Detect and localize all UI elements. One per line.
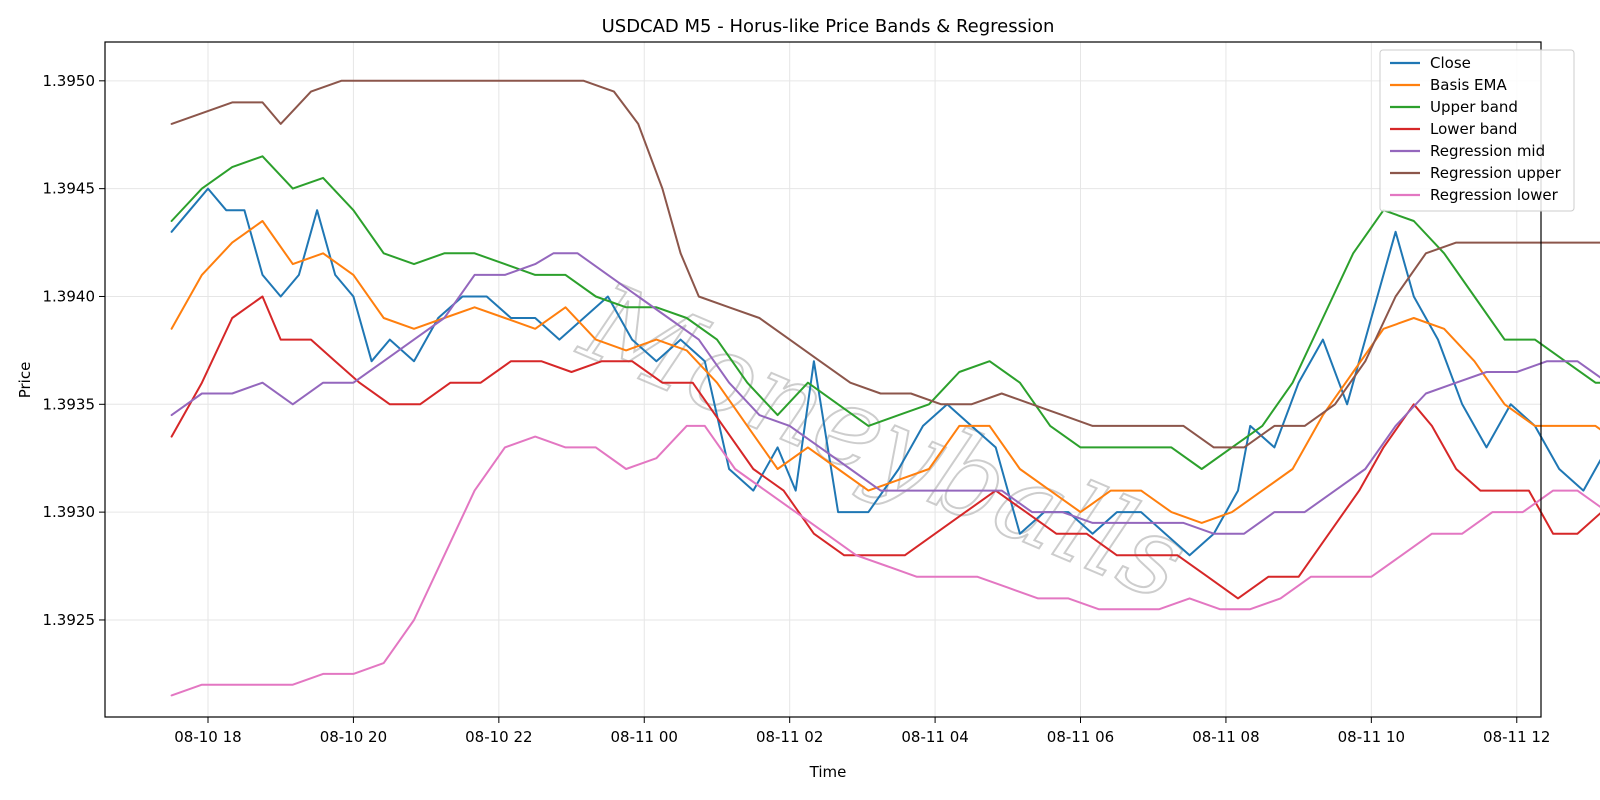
legend-label-reg-lower: Regression lower: [1430, 186, 1559, 204]
x-tick-label: 08-10 18: [174, 728, 241, 746]
y-axis-ticks: 1.3925 1.3930 1.3935 1.3940 1.3945 1.3950: [43, 72, 105, 629]
series-lines: [170, 79, 1600, 697]
y-tick-label: 1.3925: [43, 611, 96, 629]
series-line-reg-upper: [170, 79, 1600, 449]
plot-frame: [104, 41, 1542, 718]
x-tick-label: 08-11 02: [756, 728, 823, 746]
y-tick-label: 1.3950: [43, 72, 96, 90]
series-line-upper: [170, 155, 1600, 470]
x-tick-label: 08-10 22: [465, 728, 532, 746]
x-tick-label: 08-11 12: [1483, 728, 1550, 746]
x-tick-label: 08-10 20: [320, 728, 387, 746]
y-tick-label: 1.3930: [43, 503, 96, 521]
y-axis-label: Price: [16, 362, 34, 399]
chart-title: USDCAD M5 - Horus-like Price Bands & Reg…: [602, 16, 1055, 37]
legend-label-reg-mid: Regression mid: [1430, 142, 1545, 160]
y-tick-label: 1.3945: [43, 180, 96, 198]
x-axis-ticks: 08-10 18 08-10 20 08-10 22 08-11 00 08-11 02…: [174, 717, 1550, 746]
x-tick-label: 08-11 00: [611, 728, 678, 746]
x-tick-label: 08-11 04: [901, 728, 968, 746]
y-tick-label: 1.3940: [43, 287, 96, 305]
legend-label-lower: Lower band: [1430, 120, 1517, 138]
x-axis-label: Time: [809, 763, 847, 781]
series-line-reg-mid: [170, 252, 1600, 535]
legend-label-upper: Upper band: [1430, 98, 1518, 116]
x-tick-label: 08-11 06: [1047, 728, 1114, 746]
legend-label-reg-upper: Regression upper: [1430, 164, 1562, 182]
legend: Close Basis EMA Upper band Lower band Regres…: [1379, 49, 1575, 212]
x-tick-label: 08-11 10: [1338, 728, 1405, 746]
x-tick-label: 08-11 08: [1192, 728, 1259, 746]
y-tick-label: 1.3935: [43, 395, 96, 413]
series-line-basis: [170, 220, 1600, 524]
legend-label-basis: Basis EMA: [1430, 76, 1507, 94]
legend-label-close: Close: [1430, 54, 1471, 72]
series-line-reg-lower: [170, 424, 1600, 697]
legend-box: [1379, 49, 1575, 212]
